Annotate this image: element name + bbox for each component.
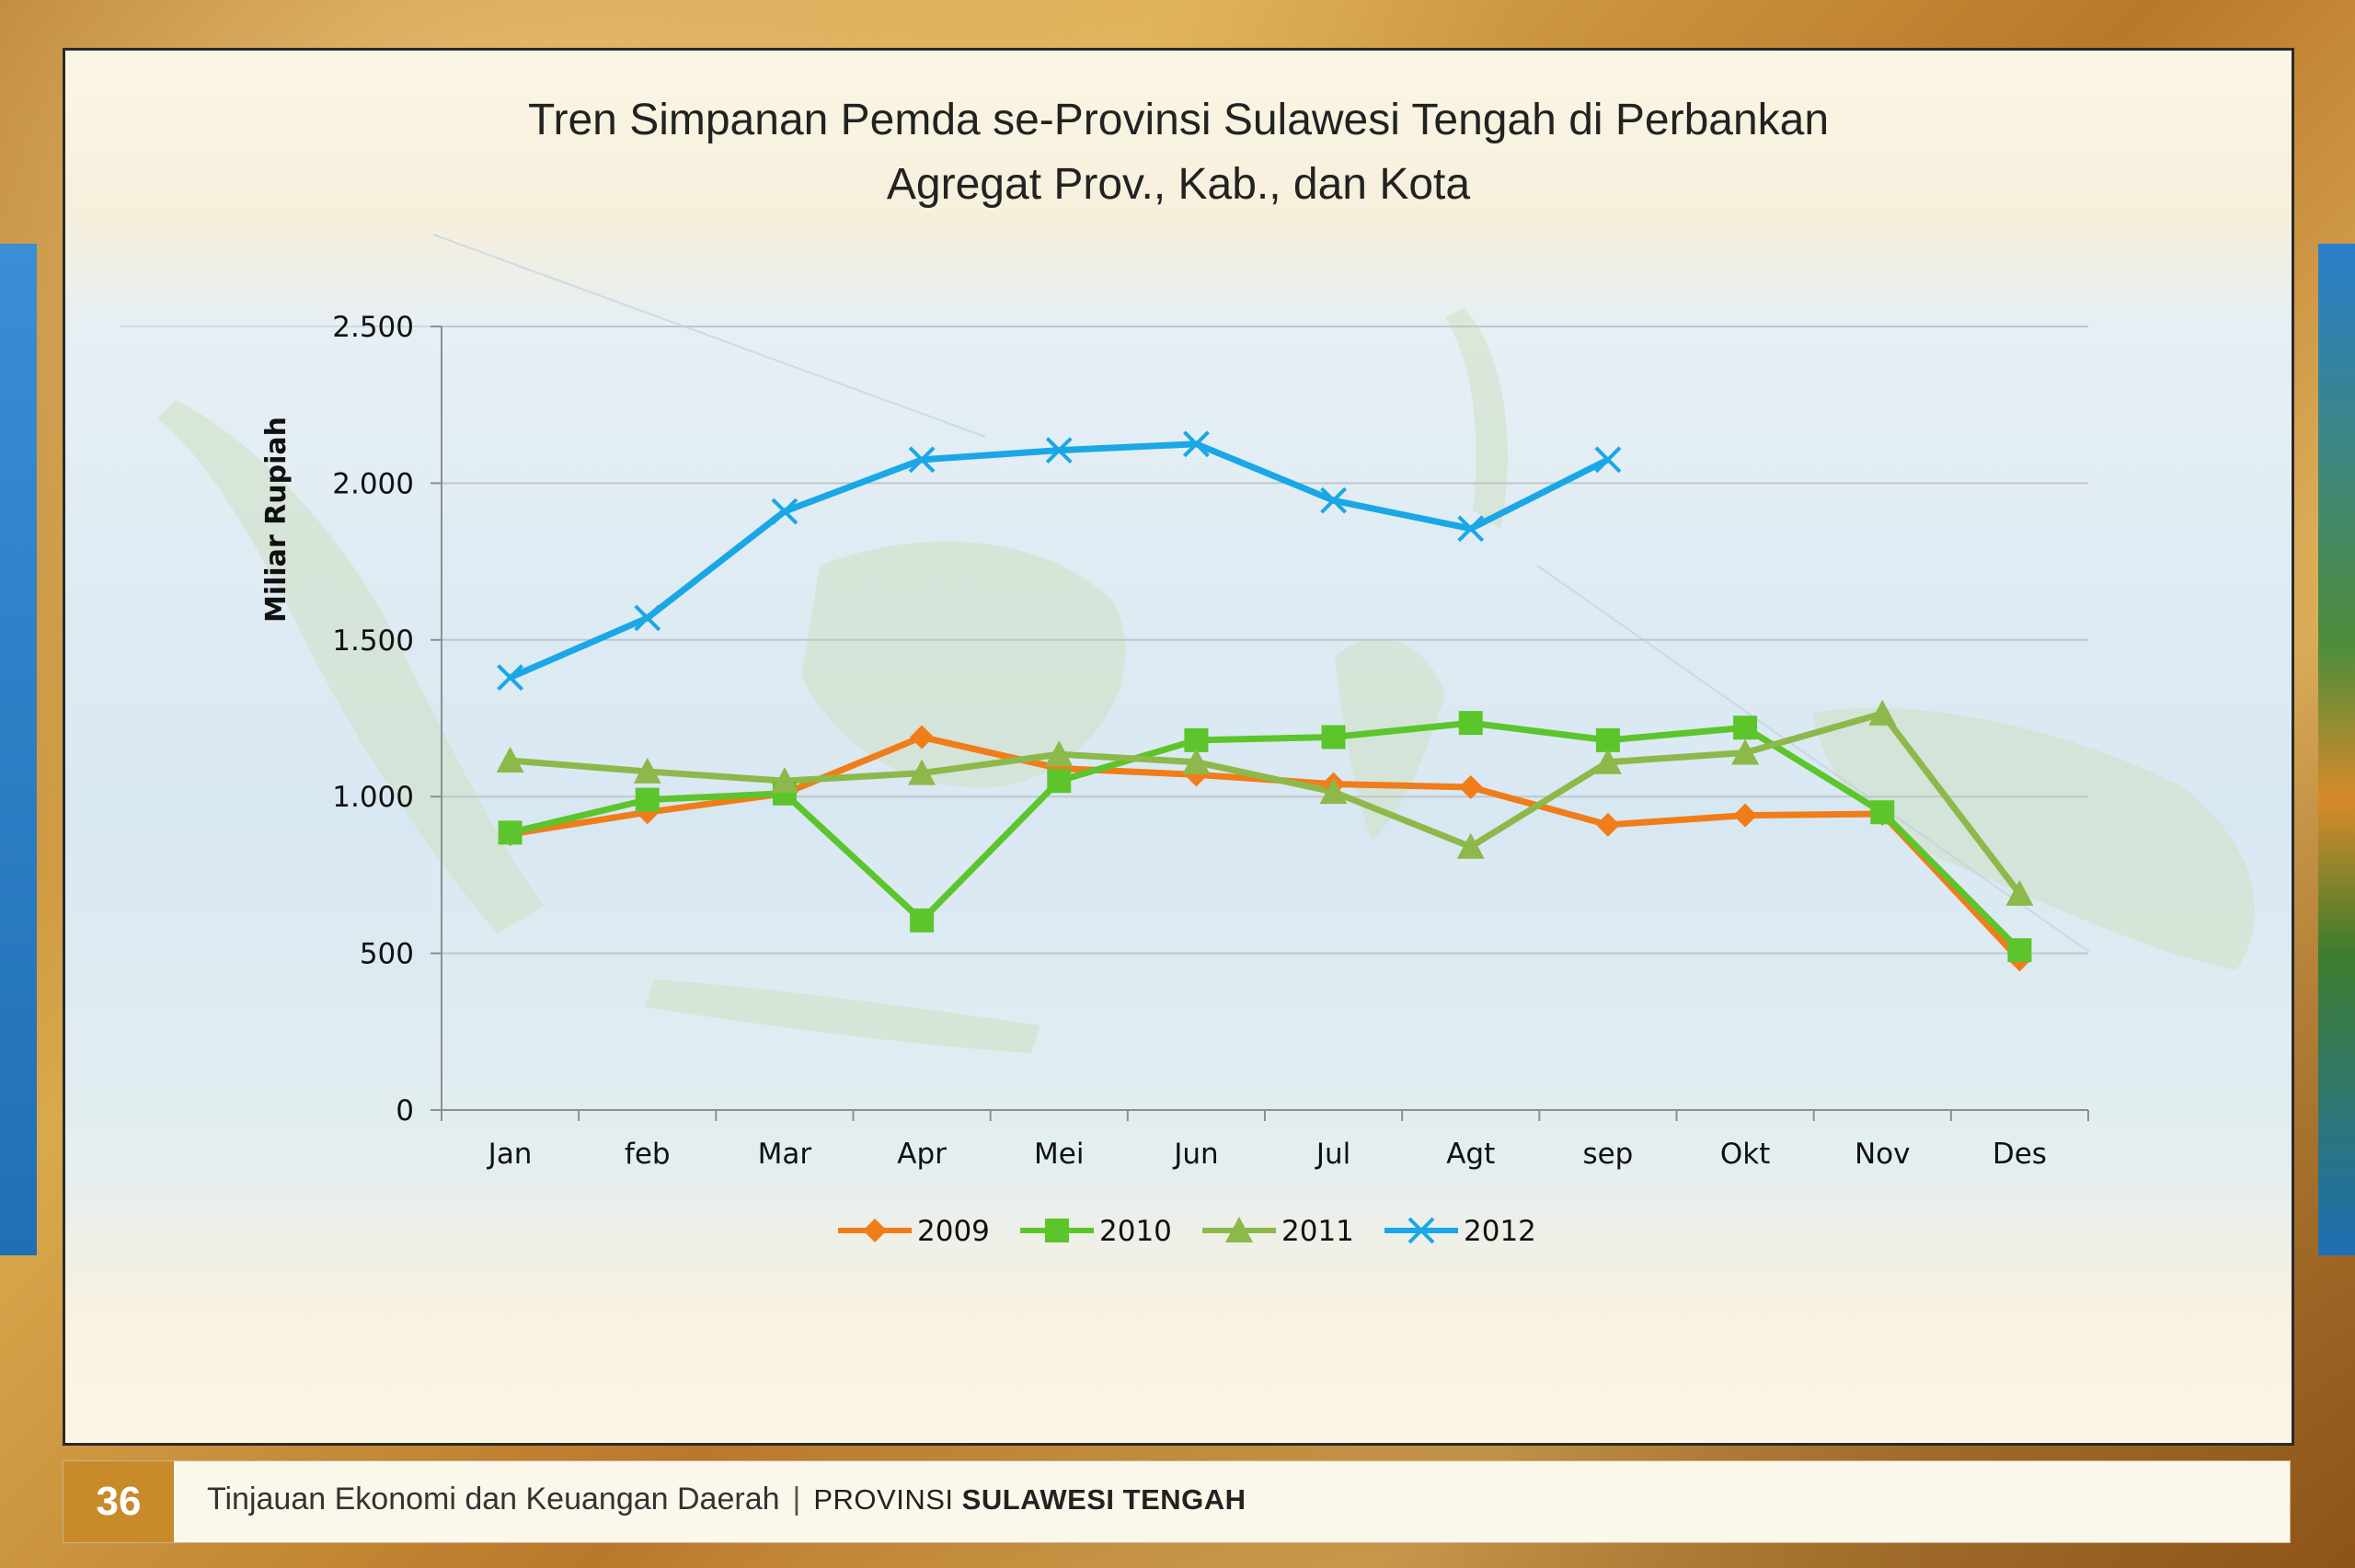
legend-marker-2012 bbox=[1407, 1217, 1435, 1244]
y-tick-label: 1.000 bbox=[332, 781, 414, 814]
x-tick-label: Okt bbox=[1720, 1138, 1771, 1171]
data-point-2012 bbox=[497, 664, 523, 692]
x-tick-label: Agt bbox=[1446, 1138, 1495, 1171]
background-map-illustration bbox=[121, 234, 2255, 1053]
data-point-2011 bbox=[1045, 740, 1074, 767]
map-edge-right bbox=[2318, 244, 2355, 1255]
legend-label-2011: 2011 bbox=[1281, 1215, 1354, 1248]
series-line-2009 bbox=[510, 733, 2022, 962]
publication-title: Tinjauan Ekonomi dan Keuangan Daerah bbox=[207, 1482, 780, 1516]
y-tick-label: 0 bbox=[396, 1094, 414, 1127]
data-point-2010 bbox=[1733, 715, 1758, 740]
data-point-2010 bbox=[635, 787, 660, 812]
province-name: SULAWESI TENGAH bbox=[961, 1483, 1246, 1516]
data-point-2009 bbox=[910, 725, 935, 750]
y-tick-label: 1.500 bbox=[332, 624, 414, 658]
series-line-2010 bbox=[509, 719, 2022, 953]
data-point-2011 bbox=[1731, 738, 1760, 765]
legend-marker-2010 bbox=[1045, 1219, 1069, 1242]
x-tick-label: Des bbox=[1993, 1138, 2047, 1171]
x-tick-label: sep bbox=[1582, 1138, 1633, 1171]
legend-label-2010: 2010 bbox=[1099, 1215, 1172, 1248]
legend-marker-2009 bbox=[863, 1219, 887, 1242]
x-tick-label: Mar bbox=[758, 1138, 812, 1171]
data-point-2012 bbox=[634, 604, 661, 632]
data-point-2012 bbox=[1594, 446, 1622, 474]
data-point-2009 bbox=[1733, 803, 1758, 828]
chart-panel: 0 500 1.000 1.500 2.000 2.500 Jan feb Mar Apr Mei J… bbox=[63, 48, 2294, 1446]
series-line-2012 bbox=[509, 441, 1610, 681]
legend-label-2012: 2012 bbox=[1464, 1215, 1536, 1248]
x-tick-label: Nov bbox=[1855, 1138, 1911, 1171]
x-tick-label: Apr bbox=[897, 1138, 947, 1171]
data-point-2012 bbox=[771, 498, 798, 525]
data-point-2011 bbox=[1319, 778, 1348, 805]
data-point-2009 bbox=[1595, 812, 1620, 837]
data-point-2011 bbox=[1593, 748, 1622, 774]
y-tick-label: 500 bbox=[360, 938, 414, 971]
data-point-2011 bbox=[908, 759, 936, 785]
data-point-2009 bbox=[1458, 774, 1483, 799]
data-point-2012 bbox=[908, 446, 936, 474]
data-point-2010 bbox=[2007, 938, 2032, 963]
data-point-2010 bbox=[910, 908, 935, 933]
x-tick-label: Jul bbox=[1315, 1138, 1350, 1171]
data-point-2011 bbox=[2005, 879, 2034, 906]
series-line-2011 bbox=[510, 710, 2023, 896]
chart-subtitle: Agregat Prov., Kab., dan Kota bbox=[886, 160, 1471, 209]
x-tick-label: Jan bbox=[487, 1138, 533, 1171]
data-point-2010 bbox=[1595, 727, 1620, 752]
chart-title: Tren Simpanan Pemda se-Provinsi Sulawesi… bbox=[527, 96, 1830, 144]
data-point-2010 bbox=[498, 820, 523, 845]
data-point-2010 bbox=[1458, 711, 1483, 736]
data-point-2010 bbox=[1184, 727, 1209, 752]
footer-separator: | bbox=[792, 1482, 801, 1516]
footer-caption: Tinjauan Ekonomi dan Keuangan Daerah | PRO… bbox=[207, 1482, 1246, 1517]
legend-marker-2011 bbox=[1225, 1217, 1253, 1242]
data-point-2012 bbox=[1320, 486, 1347, 514]
y-axis-label: Miliar Rupiah bbox=[260, 417, 293, 624]
data-point-2011 bbox=[1456, 832, 1485, 859]
province-label: PROVINSI SULAWESI TENGAH bbox=[813, 1483, 1246, 1516]
data-point-2012 bbox=[1457, 515, 1485, 543]
data-point-2011 bbox=[633, 757, 661, 784]
y-tick-label: 2.500 bbox=[332, 311, 414, 344]
data-point-2011 bbox=[1182, 748, 1211, 774]
data-point-2010 bbox=[1321, 725, 1346, 750]
data-point-2010 bbox=[1870, 800, 1895, 825]
page-footer: 36 Tinjauan Ekonomi dan Keuangan Daerah |… bbox=[63, 1460, 2291, 1543]
line-chart: 0 500 1.000 1.500 2.000 2.500 Jan feb Mar Apr Mei J… bbox=[332, 311, 2089, 1248]
x-tick-label: feb bbox=[625, 1138, 671, 1171]
data-point-2011 bbox=[1868, 699, 1897, 726]
data-point-2012 bbox=[1183, 430, 1210, 458]
data-point-2011 bbox=[496, 747, 524, 773]
x-tick-label: Mei bbox=[1034, 1138, 1084, 1171]
page-number: 36 bbox=[63, 1461, 174, 1542]
map-edge-left bbox=[0, 244, 37, 1255]
data-point-2011 bbox=[770, 767, 798, 794]
data-point-2012 bbox=[1045, 437, 1073, 464]
data-point-2010 bbox=[1047, 769, 1072, 794]
province-prefix: PROVINSI bbox=[813, 1483, 954, 1516]
y-tick-label: 2.000 bbox=[332, 467, 414, 500]
x-tick-label: Jun bbox=[1172, 1138, 1218, 1171]
legend-label-2009: 2009 bbox=[917, 1215, 990, 1248]
